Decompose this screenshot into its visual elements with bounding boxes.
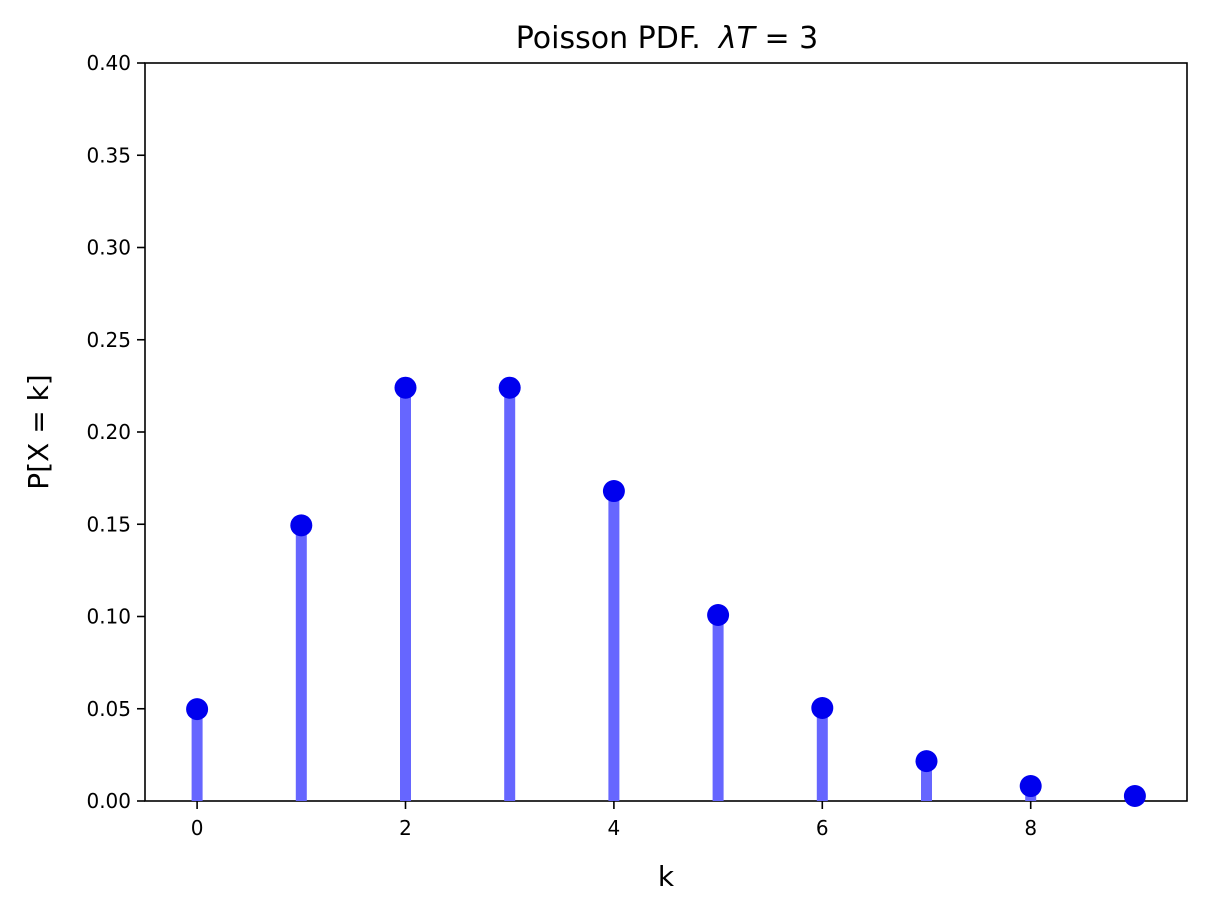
y-tick-label: 0.20	[86, 420, 131, 444]
stem-markers	[186, 376, 1146, 808]
y-tick-label: 0.30	[86, 236, 131, 260]
x-axis-ticks: 0 2 4 6 8	[191, 801, 1037, 840]
y-axis-ticks: 0.00 0.05 0.10 0.15 0.20 0.25 0.30 0.35 0.40	[86, 51, 145, 813]
x-tick-label: 0	[191, 816, 204, 840]
stem-marker-k-2	[394, 376, 417, 399]
x-tick-label: 8	[1024, 816, 1037, 840]
chart-title: Poisson PDF. λT = 3	[516, 21, 818, 56]
x-axis-label: k	[658, 860, 675, 893]
y-axis-label: P[X = k]	[22, 374, 55, 489]
x-tick-label: 6	[816, 816, 829, 840]
stem-marker-k-1	[290, 514, 313, 537]
stem-lines	[191, 387, 1141, 801]
y-tick-label: 0.05	[86, 697, 131, 721]
stem-marker-k-0	[186, 698, 209, 721]
chart-title-prefix: Poisson PDF.	[516, 21, 701, 56]
y-tick-label: 0.35	[86, 143, 131, 167]
stem-marker-k-7	[915, 750, 938, 773]
chart-title-lambda: λT	[717, 21, 758, 56]
stem-marker-k-9	[1123, 785, 1146, 808]
stem-marker-k-6	[811, 697, 834, 720]
x-tick-label: 2	[399, 816, 412, 840]
chart-title-suffix: = 3	[755, 21, 818, 56]
x-tick-label: 4	[608, 816, 621, 840]
y-tick-label: 0.15	[86, 512, 131, 536]
y-tick-label: 0.25	[86, 328, 131, 352]
y-tick-label: 0.00	[86, 789, 131, 813]
stem-marker-k-8	[1019, 775, 1042, 798]
stem-marker-k-4	[602, 480, 625, 503]
y-tick-label: 0.10	[86, 605, 131, 629]
y-tick-label: 0.40	[86, 51, 131, 75]
stem-marker-k-5	[707, 604, 730, 627]
stem-marker-k-3	[498, 376, 521, 399]
